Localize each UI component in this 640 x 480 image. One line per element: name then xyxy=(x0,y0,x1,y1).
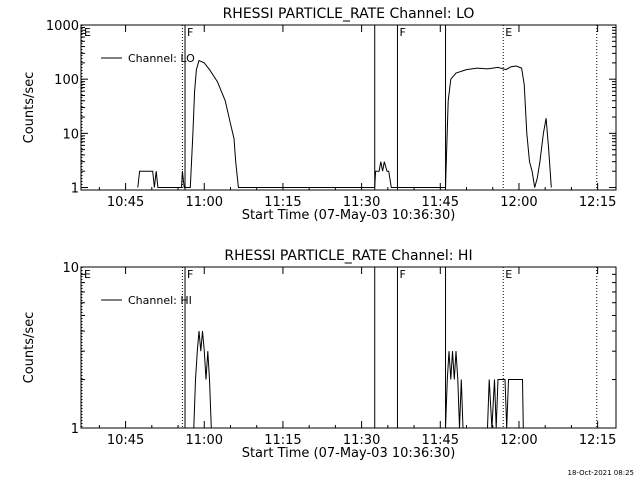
flag-label: F xyxy=(187,268,193,281)
y-tick-label: 10 xyxy=(62,127,79,142)
chart-title: RHESSI PARTICLE_RATE Channel: LO xyxy=(223,6,475,22)
y-axis-label: Counts/sec xyxy=(22,312,37,384)
x-tick-label: 11:15 xyxy=(264,195,301,210)
flag-label: E xyxy=(505,26,512,39)
plot-frame xyxy=(80,266,617,429)
plot-timestamp: 18-Oct-2021 08:25 xyxy=(568,469,634,477)
flag-label: F xyxy=(399,26,405,39)
x-tick-label: 11:45 xyxy=(422,433,459,448)
series-line xyxy=(137,59,552,188)
legend-label: Channel: HI xyxy=(128,294,192,307)
x-tick-label: 11:30 xyxy=(343,195,380,210)
x-tick-label: 11:00 xyxy=(186,433,223,448)
x-axis-label: Start Time (07-May-03 10:36:30) xyxy=(242,208,456,223)
x-tick-label: 12:15 xyxy=(579,195,616,210)
x-tick-label: 11:45 xyxy=(422,195,459,210)
x-axis-label: Start Time (07-May-03 10:36:30) xyxy=(242,446,456,461)
hi-channel-panel: RHESSI PARTICLE_RATE Channel: HI Start Ti… xyxy=(22,248,617,461)
y-tick-label: 100 xyxy=(54,73,79,88)
chart-title: RHESSI PARTICLE_RATE Channel: HI xyxy=(224,248,472,264)
y-axis-label: Counts/sec xyxy=(22,72,37,144)
legend-label: Channel: LO xyxy=(128,52,195,65)
y-tick-label: 10 xyxy=(62,261,79,276)
y-tick-label: 1 xyxy=(71,182,79,197)
x-tick-label: 12:00 xyxy=(500,433,537,448)
x-tick-label: 11:00 xyxy=(186,195,223,210)
series-line xyxy=(193,331,524,429)
flag-label: E xyxy=(84,268,91,281)
x-tick-label: 10:45 xyxy=(107,433,144,448)
y-tick-label: 1000 xyxy=(46,19,79,34)
y-tick-label: 1 xyxy=(71,422,79,437)
x-tick-label: 12:15 xyxy=(579,433,616,448)
flag-label: F xyxy=(399,268,405,281)
flag-label: E xyxy=(84,26,91,39)
x-tick-label: 12:00 xyxy=(500,195,537,210)
x-tick-label: 11:30 xyxy=(343,433,380,448)
x-tick-label: 11:15 xyxy=(264,433,301,448)
lo-channel-panel: RHESSI PARTICLE_RATE Channel: LO Start Ti… xyxy=(22,6,617,223)
x-tick-label: 10:45 xyxy=(107,195,144,210)
plot-frame xyxy=(80,24,617,191)
flag-label: F xyxy=(187,26,193,39)
flag-label: E xyxy=(505,268,512,281)
